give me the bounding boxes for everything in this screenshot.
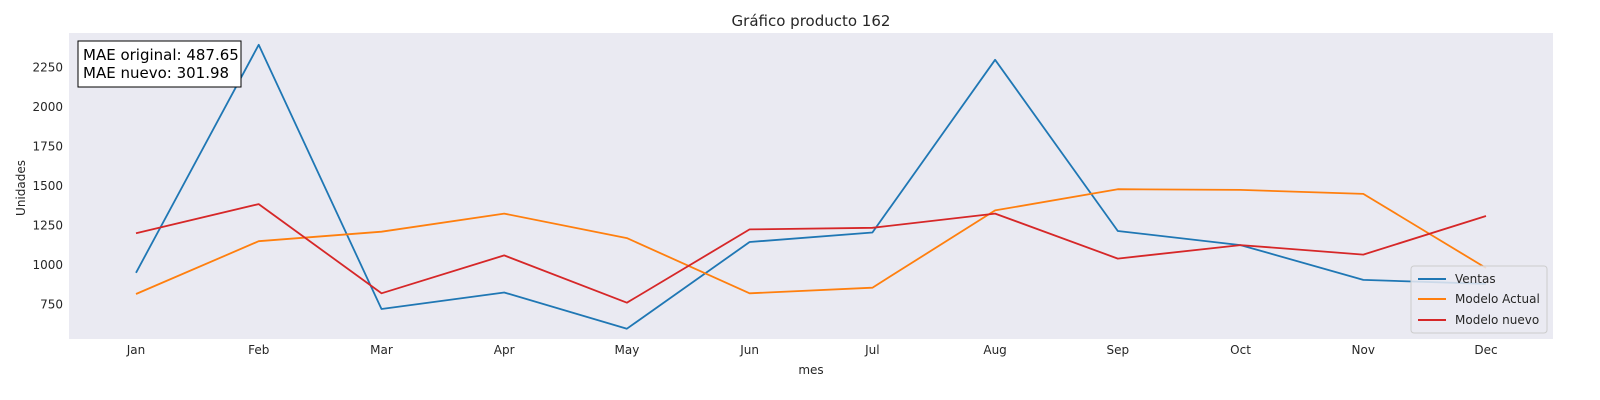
y-tick-label: 750 xyxy=(40,297,63,311)
x-tick-label: Mar xyxy=(370,343,393,357)
annotation-line: MAE nuevo: 301.98 xyxy=(83,64,229,82)
x-tick-label: May xyxy=(615,343,640,357)
series-line xyxy=(135,188,1487,295)
y-tick-label: 1500 xyxy=(32,179,63,193)
y-axis-label: Unidades xyxy=(14,160,28,216)
x-tick-label: Jun xyxy=(739,343,759,357)
series-line xyxy=(135,43,1487,330)
x-axis-label: mes xyxy=(798,363,823,377)
x-tick-label: Aug xyxy=(983,343,1006,357)
legend-label: Modelo Actual xyxy=(1455,292,1540,306)
x-tick-label: Oct xyxy=(1230,343,1251,357)
x-tick-label: Nov xyxy=(1352,343,1375,357)
legend-label: Ventas xyxy=(1455,272,1496,286)
legend-label: Modelo nuevo xyxy=(1455,313,1539,327)
plot-area xyxy=(69,33,1553,339)
y-tick-label: 2250 xyxy=(32,61,63,75)
x-tick-label: Apr xyxy=(494,343,515,357)
annotation-line: MAE original: 487.65 xyxy=(83,46,239,64)
y-tick-label: 1750 xyxy=(32,140,63,154)
y-tick-label: 1000 xyxy=(32,258,63,272)
chart-title: Gráfico producto 162 xyxy=(732,12,891,30)
x-tick-label: Feb xyxy=(248,343,269,357)
y-tick-label: 1250 xyxy=(32,218,63,232)
legend-box xyxy=(1410,265,1548,334)
series-line xyxy=(135,203,1487,304)
annotation-box: MAE original: 487.65 MAE nuevo: 301.98 xyxy=(77,40,242,88)
y-tick-label: 2000 xyxy=(32,100,63,114)
x-tick-label: Jul xyxy=(864,343,879,357)
x-tick-label: Jan xyxy=(126,343,146,357)
x-tick-label: Sep xyxy=(1107,343,1130,357)
legend: Ventas Modelo Actual Modelo nuevo xyxy=(1410,265,1548,334)
x-tick-label: Dec xyxy=(1474,343,1497,357)
